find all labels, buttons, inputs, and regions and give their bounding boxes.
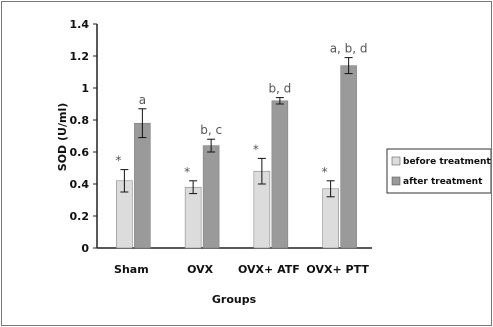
- significance-label: *: [322, 165, 328, 179]
- significance-label: *: [253, 142, 259, 156]
- legend-box: [386, 148, 491, 194]
- y-tick-label: 0.8: [70, 114, 90, 127]
- labels-layer: Sham * a OVX * b, c OVX+ ATF * b, d OVX+ PTT * a, b…: [114, 42, 369, 276]
- bar-before-treatment: [322, 188, 339, 249]
- legend: before treatment after treatment: [386, 148, 491, 194]
- y-tick-label: 0.4: [70, 178, 90, 191]
- x-axis-title: Groups: [212, 293, 257, 306]
- x-category-label: OVX+ PTT: [306, 263, 369, 276]
- y-tick-label: 1.2: [70, 50, 90, 63]
- y-tick-label: 0.2: [70, 210, 90, 223]
- y-ticks-layer: 0 0.2 0.4 0.6 0.8 1 1.2 1.4: [70, 18, 97, 255]
- significance-label: *: [115, 154, 121, 168]
- y-tick-label: 0.6: [70, 146, 90, 159]
- significance-label: *: [184, 165, 190, 179]
- y-tick-label: 1: [81, 82, 89, 95]
- legend-swatch-before: [391, 156, 401, 166]
- bar-after-treatment: [340, 65, 357, 249]
- bar-before-treatment: [184, 186, 202, 249]
- bar-after-treatment: [271, 100, 289, 249]
- bars-layer: [116, 57, 357, 249]
- x-category-label: OVX+ ATF: [238, 263, 300, 276]
- y-axis-title: SOD (U/ml): [56, 103, 69, 171]
- x-category-label: OVX: [187, 263, 214, 276]
- significance-label: b, d: [268, 82, 291, 96]
- legend-label-before: before treatment: [403, 157, 491, 167]
- sod-bar-chart: 0 0.2 0.4 0.6 0.8 1 1.2 1.4 Sham * a OVX * b, c OVX+ …: [56, 18, 491, 306]
- legend-swatch-after: [391, 176, 401, 186]
- legend-label-after: after treatment: [403, 177, 483, 187]
- bar-after-treatment: [134, 122, 151, 249]
- y-tick-label: 1.4: [70, 18, 90, 31]
- significance-label: a: [139, 93, 146, 107]
- significance-label: b, c: [200, 123, 222, 137]
- x-category-label: Sham: [114, 263, 149, 276]
- y-tick-label: 0: [81, 242, 89, 255]
- bar-after-treatment: [202, 145, 220, 249]
- significance-label: a, b, d: [330, 42, 368, 56]
